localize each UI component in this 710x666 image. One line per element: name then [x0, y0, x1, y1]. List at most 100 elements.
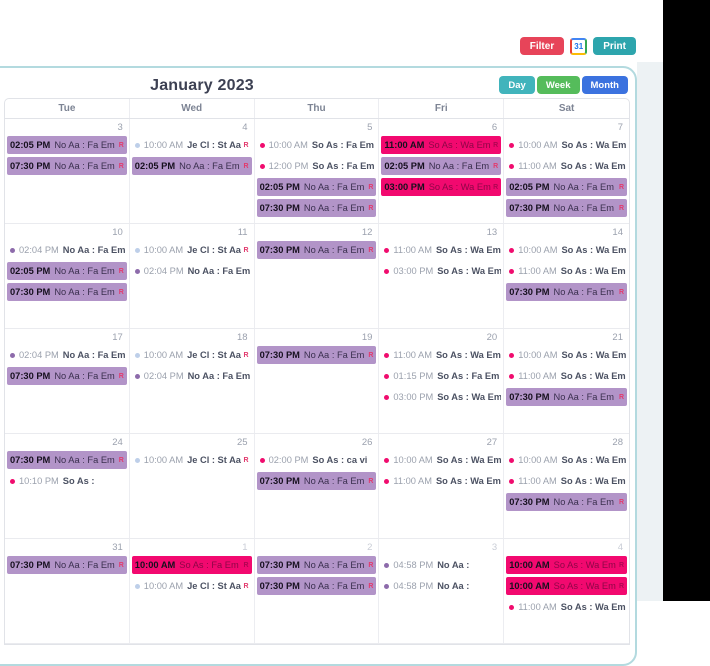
google-calendar-icon[interactable]: 31 [570, 38, 587, 55]
recurring-icon: R [242, 142, 249, 149]
day-header: Tue [5, 99, 130, 118]
view-button-month[interactable]: Month [582, 76, 629, 94]
view-button-day[interactable]: Day [499, 76, 534, 94]
event-dot-icon [384, 458, 389, 463]
recurring-icon: R [617, 583, 624, 590]
recurring-icon: R [366, 205, 373, 212]
filter-button[interactable]: Filter [520, 37, 564, 55]
recurring-icon: R [250, 268, 251, 275]
print-button[interactable]: Print [593, 37, 636, 55]
event-time: 07:30 PM [260, 245, 300, 255]
event-title: So As : Wa Em [437, 455, 502, 465]
event-time: 10:00 AM [518, 140, 557, 150]
event-time: 01:15 PM [393, 371, 433, 381]
event-time: 07:30 PM [10, 371, 50, 381]
event-dot-icon [260, 143, 265, 148]
view-button-week[interactable]: Week [537, 76, 580, 94]
